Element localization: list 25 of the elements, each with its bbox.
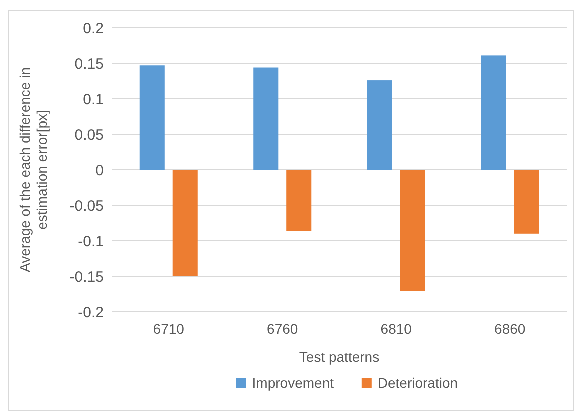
y-tick-label: 0	[96, 162, 104, 180]
y-tick-label: 0.15	[74, 56, 104, 73]
legend-label: Deterioration	[378, 374, 458, 391]
y-tick-label: -0.05	[70, 198, 104, 215]
legend-label: Improvement	[252, 374, 334, 391]
x-tick-label: 6760	[267, 321, 298, 337]
bar	[172, 170, 198, 276]
bar	[481, 56, 506, 170]
x-axis-title: Test patterns	[299, 349, 380, 365]
bar	[367, 80, 392, 170]
x-tick-label: 6810	[380, 321, 412, 337]
bar	[254, 68, 279, 170]
y-axis-title: Average of the each difference in estimation error[px]	[17, 68, 50, 272]
y-tick-label: 0.2	[83, 20, 104, 38]
y-tick-label: -0.15	[70, 268, 104, 286]
y-tick-label: -0.1	[78, 233, 104, 250]
x-tick-label: 6860	[494, 321, 526, 337]
bar	[514, 170, 540, 234]
bar	[140, 66, 165, 170]
bar	[400, 170, 426, 292]
x-tick-label: 6710	[153, 321, 185, 337]
y-tick-label: -0.2	[78, 304, 104, 322]
bar	[286, 170, 312, 232]
y-tick-label: 0.1	[83, 91, 104, 108]
y-tick-label: 0.05	[74, 126, 104, 144]
